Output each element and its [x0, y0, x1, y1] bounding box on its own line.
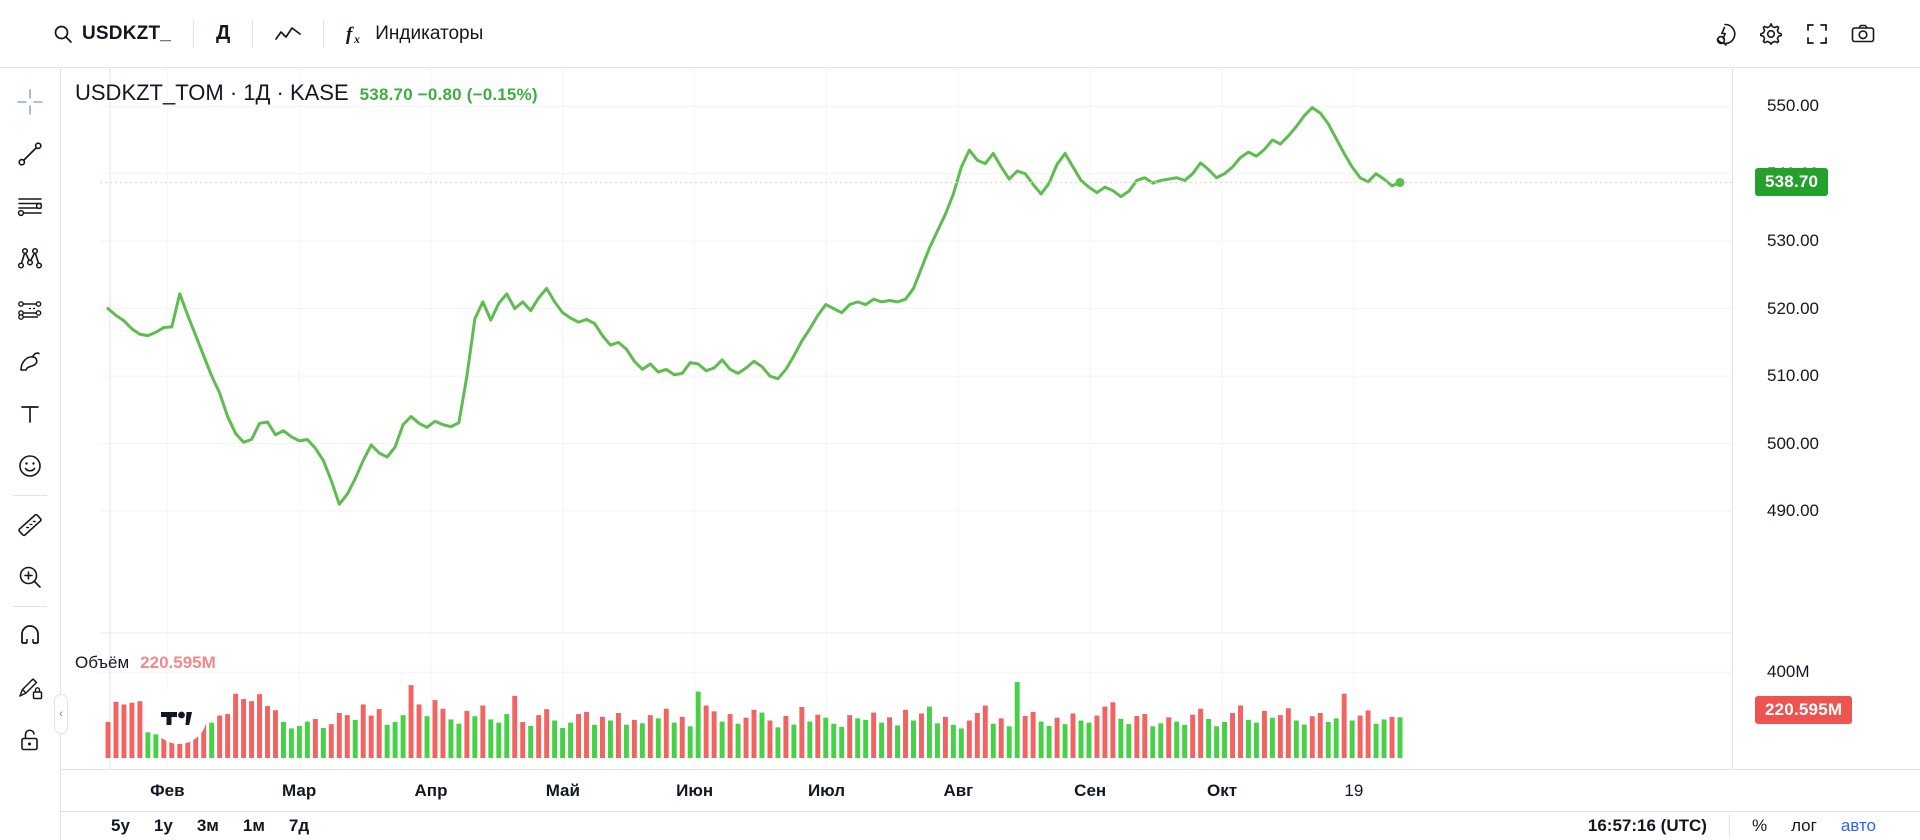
- trend-line-icon[interactable]: [7, 128, 53, 180]
- divider: [193, 19, 195, 48]
- chart-legend: USDKZT_TOM · 1Д · KASE 538.70 −0.80 (−0.…: [75, 80, 538, 106]
- brush-icon[interactable]: [7, 336, 53, 388]
- main-pane: USDKZT_TOM · 1Д · KASE 538.70 −0.80 (−0.…: [61, 68, 1920, 769]
- emoji-icon[interactable]: [7, 440, 53, 492]
- percent-scale-button[interactable]: %: [1751, 816, 1768, 835]
- volume-legend-title: Объём: [75, 653, 130, 672]
- zoom-in-icon[interactable]: [7, 551, 53, 603]
- svg-text:f: f: [346, 24, 354, 45]
- fullscreen-icon[interactable]: [1794, 11, 1840, 57]
- time-axis[interactable]: Фев Мар Апр Май Июн Июл Авг Сен Окт 19: [61, 769, 1920, 811]
- tradingview-logo[interactable]: [151, 688, 207, 744]
- fib-retracement-icon[interactable]: [7, 180, 53, 232]
- chart-clock: 16:57:16 (UTC): [1587, 816, 1707, 835]
- drawing-mode-lock-icon[interactable]: [7, 662, 53, 714]
- log-scale-button[interactable]: лог: [1791, 816, 1817, 835]
- time-axis-label: Фев: [150, 781, 185, 800]
- time-axis-label: Июн: [676, 781, 714, 800]
- range-button-3м[interactable]: 3м: [196, 816, 219, 835]
- forecast-icon[interactable]: [7, 284, 53, 336]
- legend-values: 538.70 −0.80 (−0.15%): [359, 85, 538, 104]
- auto-scale-button[interactable]: авто: [1840, 816, 1876, 835]
- cursor-crosshair-icon[interactable]: [7, 76, 53, 128]
- divider: [252, 19, 254, 48]
- price-axis[interactable]: 550.00540.00530.00520.00510.00500.00490.…: [1732, 68, 1920, 769]
- interval-button[interactable]: Д: [203, 13, 243, 55]
- price-axis-label: 520.00: [1767, 298, 1819, 318]
- lock-drawings-icon[interactable]: [7, 714, 53, 766]
- price-series: [100, 68, 1732, 769]
- volume-legend-value: 220.595M: [140, 653, 216, 672]
- divider: [1728, 815, 1730, 837]
- symbol-name: USDKZT_: [82, 22, 172, 44]
- price-plot[interactable]: [100, 68, 1732, 769]
- range-button-1м[interactable]: 1м: [242, 816, 265, 835]
- left-drawing-toolbar: [0, 68, 61, 840]
- time-axis-label: Июл: [807, 781, 846, 800]
- camera-icon[interactable]: [1840, 11, 1886, 57]
- top-toolbar: USDKZT_ Д f x: [0, 0, 1920, 68]
- divider: [13, 495, 47, 496]
- volume-axis-label: 400M: [1767, 662, 1810, 682]
- gear-icon[interactable]: [1748, 11, 1794, 57]
- indicators-label: Индикаторы: [375, 22, 484, 44]
- search-icon: [53, 24, 73, 44]
- time-axis-label: Окт: [1206, 781, 1238, 800]
- current-price-badge: 538.70: [1755, 168, 1829, 197]
- price-axis-label: 530.00: [1767, 231, 1819, 251]
- time-axis-label: Апр: [414, 781, 448, 800]
- range-button-7д[interactable]: 7д: [288, 816, 310, 835]
- magnet-icon[interactable]: [7, 610, 53, 662]
- measure-ruler-icon[interactable]: [7, 499, 53, 551]
- legend-title: USDKZT_TOM · 1Д · KASE: [75, 80, 349, 105]
- divider: [323, 19, 325, 48]
- time-axis-label: Май: [545, 781, 580, 800]
- time-axis-label: Мар: [282, 781, 317, 800]
- price-axis-label: 500.00: [1767, 433, 1819, 453]
- interval-label: Д: [216, 22, 231, 44]
- chart-area: ‹ USDKZT_TOM · 1Д · KASE 538.70 −0.80 (−…: [54, 68, 1920, 840]
- text-icon[interactable]: [7, 388, 53, 440]
- price-axis-label: 490.00: [1767, 501, 1819, 520]
- time-axis-label: 19: [1344, 781, 1364, 800]
- divider: [13, 606, 47, 607]
- volume-legend: Объём 220.595M: [75, 653, 216, 673]
- chart-style-button[interactable]: [262, 13, 314, 55]
- replay-icon[interactable]: [1702, 11, 1748, 57]
- svg-text:x: x: [353, 32, 360, 45]
- range-button-1y[interactable]: 1y: [153, 816, 173, 835]
- date-range-buttons: 5y 1y 3м 1м 7д: [61, 812, 319, 840]
- range-button-5y[interactable]: 5y: [111, 816, 130, 835]
- bottom-status-bar: 5y 1y 3м 1м 7д 16:57:16 (UTC) % лог авто: [61, 811, 1920, 840]
- price-axis-label: 550.00: [1767, 96, 1819, 116]
- indicators-button[interactable]: f x Индикаторы: [333, 13, 496, 55]
- pattern-icon[interactable]: [7, 232, 53, 284]
- time-axis-label: Авг: [943, 781, 974, 800]
- time-axis-label: Сен: [1074, 781, 1107, 800]
- symbol-search-button[interactable]: USDKZT_: [40, 13, 184, 55]
- fx-icon: f x: [346, 23, 366, 45]
- price-axis-label: 510.00: [1767, 366, 1819, 386]
- collapse-toolbar-handle[interactable]: ‹: [54, 694, 68, 734]
- line-chart-icon: [275, 24, 302, 44]
- current-volume-badge: 220.595M: [1755, 695, 1853, 724]
